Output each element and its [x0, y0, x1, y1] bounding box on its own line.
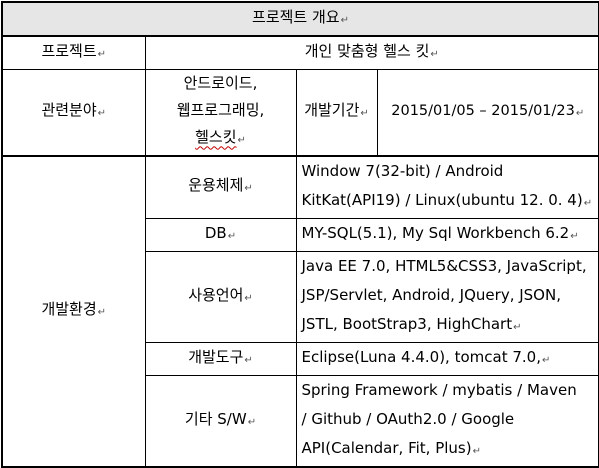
env-label-cell: 개발도구↵ [144, 341, 297, 376]
related-label: 관련분야 [41, 101, 97, 120]
paragraph-mark-icon: ↵ [227, 230, 237, 242]
period-label: 개발기간 [304, 101, 360, 120]
related-value-line: 헬스킷 [195, 128, 237, 147]
env-value-line: Spring Framework / mybatis / Maven [301, 380, 577, 399]
related-label-cell: 관련분야↵ [1, 69, 146, 157]
env-os-value-cell: Window 7(32-bit) / Android KitKat(API19)… [295, 155, 599, 219]
related-value-line: 웹프로그래밍, [176, 101, 265, 120]
period-label-cell: 개발기간↵ [295, 69, 378, 157]
env-value-line: JSP/Servlet, Android, JQuery, JSON, [301, 285, 561, 304]
paragraph-mark-icon: ↵ [244, 183, 253, 194]
paragraph-mark-icon: ↵ [360, 108, 369, 120]
env-label-cell: 사용언어↵ [144, 250, 297, 343]
paragraph-mark-icon: ↵ [430, 49, 439, 60]
env-label-cell: 운용체제↵ [144, 155, 297, 219]
period-value: 2015/01/05 – 2015/01/23 [391, 102, 575, 119]
project-value: 개인 맞춤형 헬스 킷 [304, 42, 430, 60]
env-lang-value-cell: Java EE 7.0, HTML5&CSS3, JavaScript, JSP… [295, 250, 599, 343]
env-lang-label: 사용언어 [188, 285, 244, 304]
table-title-cell: 프로젝트 개요↵ [1, 1, 599, 37]
env-value-line: JSTL, BootStrap3, HighChart [301, 314, 513, 333]
env-value-line: / Github / OAuth2.0 / Google [301, 409, 515, 428]
env-value-line: Java EE 7.0, HTML5&CSS3, JavaScript, [301, 256, 587, 275]
project-value-cell: 개인 맞춤형 헬스 킷↵ [144, 35, 599, 70]
env-tool-value-cell: Eclipse(Luna 4.4.0), tomcat 7.0,↵ [295, 341, 599, 376]
project-label-cell: 프로젝트↵ [1, 35, 146, 70]
env-tool-label: 개발도구 [188, 347, 244, 366]
paragraph-mark-icon: ↵ [541, 354, 551, 366]
paragraph-mark-icon: ↵ [97, 49, 107, 60]
related-value-line: 안드로이드, [183, 74, 258, 93]
paragraph-mark-icon: ↵ [97, 108, 107, 120]
project-label: 프로젝트 [41, 42, 97, 60]
paragraph-mark-icon: ↵ [97, 307, 107, 318]
paragraph-mark-icon: ↵ [472, 445, 481, 457]
env-etc-label: 기타 S/W [184, 409, 247, 428]
paragraph-mark-icon: ↵ [575, 107, 585, 119]
env-os-label: 운용체제 [188, 176, 244, 194]
paragraph-mark-icon: ↵ [583, 197, 593, 209]
paragraph-mark-icon: ↵ [244, 354, 253, 366]
paragraph-mark-icon: ↵ [247, 416, 257, 428]
env-label-cell: DB↵ [144, 217, 297, 252]
table-title: 프로젝트 개요 [252, 8, 340, 26]
env-value-line: Window 7(32-bit) / Android [301, 161, 504, 180]
env-value-line: MY-SQL(5.1), My Sql Workbench 6.2 [301, 223, 570, 242]
paragraph-mark-icon: ↵ [340, 15, 349, 26]
related-value-cell: 안드로이드, 웹프로그래밍, 헬스킷↵ [144, 69, 297, 157]
env-db-value-cell: MY-SQL(5.1), My Sql Workbench 6.2↵ [295, 217, 599, 252]
paragraph-mark-icon: ↵ [244, 292, 253, 304]
env-value-line: KitKat(API19) / Linux(ubuntu 12. 0. 4) [301, 190, 583, 209]
paragraph-mark-icon: ↵ [237, 135, 246, 147]
env-db-label: DB [204, 223, 227, 242]
env-value-line: Eclipse(Luna 4.4.0), tomcat 7.0, [301, 347, 541, 366]
env-value-line: API(Calendar, Fit, Plus) [301, 438, 472, 457]
environment-label-cell: 개발환경↵ [1, 155, 146, 467]
environment-label: 개발환경 [41, 300, 97, 318]
paragraph-mark-icon: ↵ [513, 321, 522, 333]
period-value-cell: 2015/01/05 – 2015/01/23↵ [376, 69, 599, 157]
env-label-cell: 기타 S/W↵ [144, 374, 297, 467]
paragraph-mark-icon: ↵ [570, 230, 579, 242]
env-etc-value-cell: Spring Framework / mybatis / Maven / Git… [295, 374, 599, 467]
